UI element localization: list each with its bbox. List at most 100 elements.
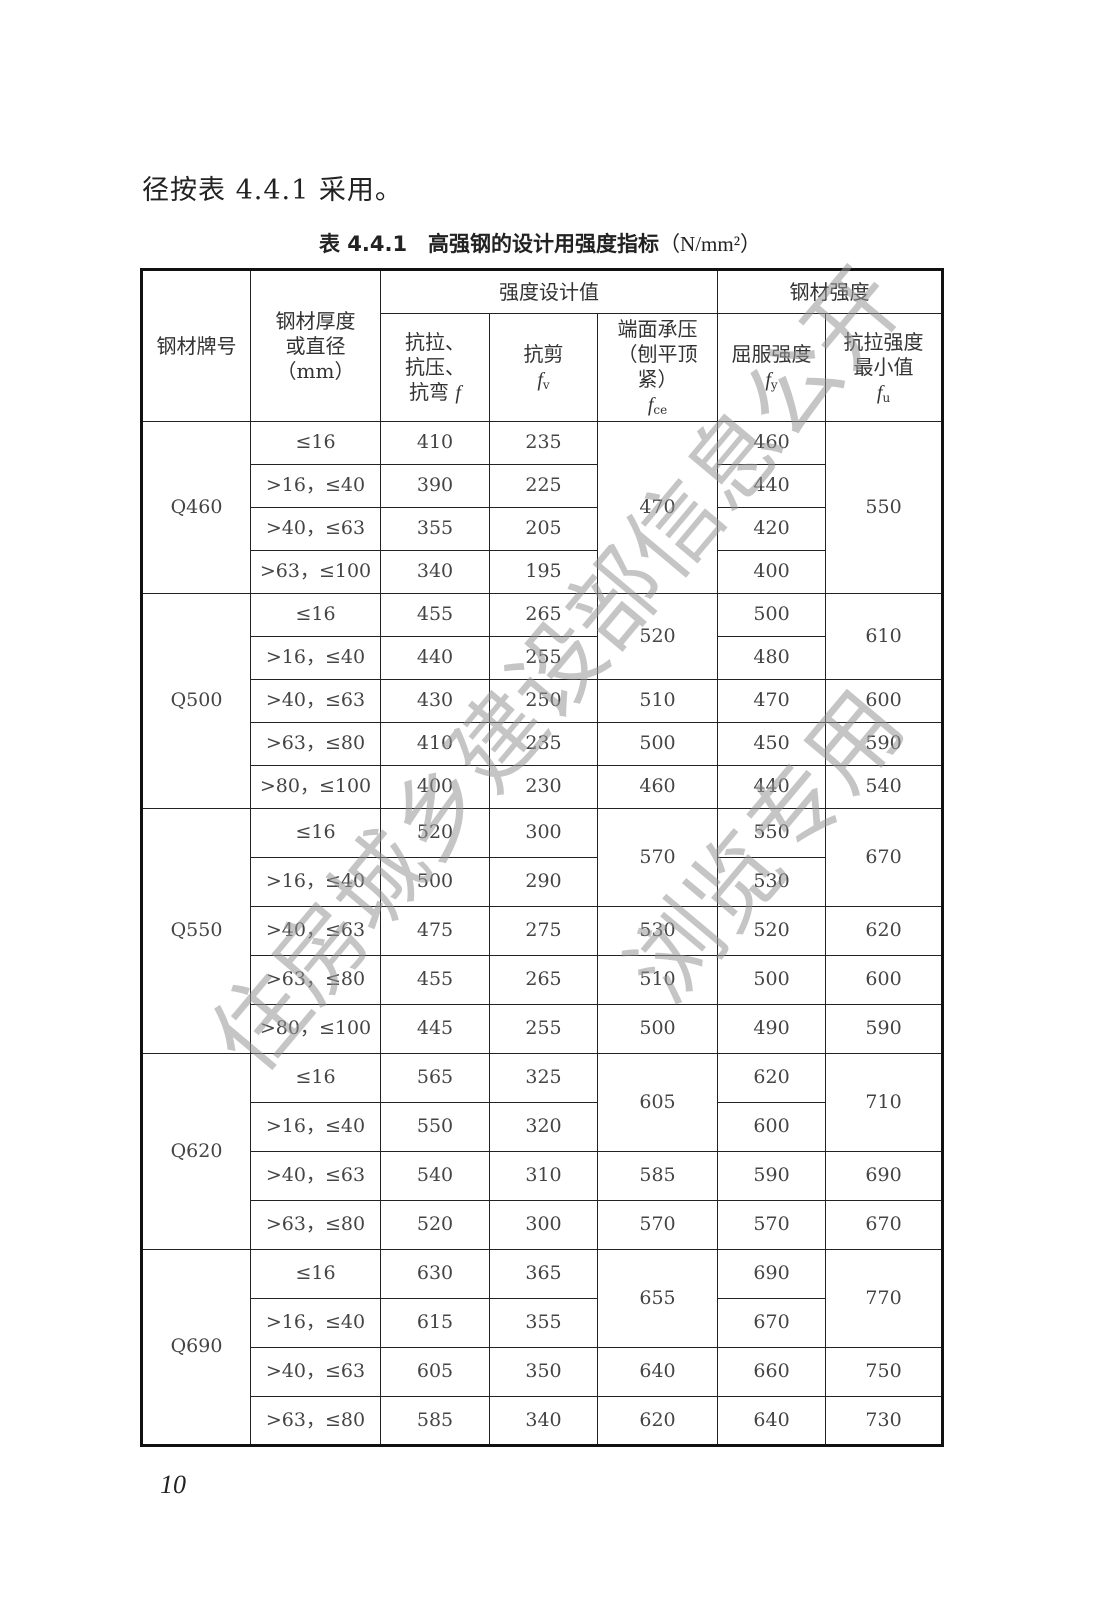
caption-unit: （N/mm²） [659,232,762,256]
intro-text: 径按表 4.4.1 采用。 [142,175,403,206]
fu-cell: 610 [825,593,944,680]
table-row: >63，≤80 455 265 510 500 600 [142,955,944,1005]
fv-cell: 195 [489,550,598,594]
caption-title: 表 4.4.1 高强钢的设计用强度指标 [318,232,660,256]
f-cell: 615 [380,1298,490,1348]
fv-cell: 275 [489,906,598,956]
table-row: >63，≤100 340 195 400 [142,550,943,594]
f-cell: 430 [380,679,490,723]
thickness-cell: >16，≤40 [250,857,381,907]
fy-cell: 460 [717,421,827,465]
fy-cell: 520 [717,906,827,956]
table-row: >63，≤80 585 340 620 640 730 [142,1396,944,1446]
thickness-cell: >40，≤63 [250,1151,381,1201]
table-row: >80，≤100 400 230 460 440 540 [142,765,944,809]
f-cell: 400 [380,765,490,809]
fce-cell: 585 [596,1151,719,1201]
fv-cell: 255 [489,636,598,680]
table-row: >16，≤40 390 225 440 [142,464,943,508]
fy-cell: 570 [717,1200,827,1250]
f-cell: 355 [380,507,490,551]
table-row: >40，≤63 475 275 530 520 620 [142,906,944,956]
fy-cell: 640 [717,1396,827,1446]
fce-cell: 530 [596,906,719,956]
fv-cell: 320 [489,1102,598,1152]
fy-cell: 450 [717,722,827,766]
fy-cell: 500 [717,593,827,637]
fy-cell: 500 [717,955,827,1005]
fce-cell: 605 [596,1053,719,1152]
fv-cell: 255 [489,1004,598,1054]
grade-cell: Q460 [141,421,251,594]
fu-cell: 670 [825,808,944,907]
fu-cell: 620 [825,906,944,956]
thickness-cell: >16，≤40 [250,1298,381,1348]
fv-cell: 235 [489,421,598,465]
header-fv: 抗剪 fv [489,313,598,422]
thickness-cell: >80，≤100 [250,1004,381,1054]
fce-cell: 510 [596,955,719,1005]
thickness-cell: >63，≤100 [250,550,381,594]
fy-cell: 670 [717,1298,827,1348]
fce-cell: 500 [596,722,719,766]
thickness-cell: ≤16 [250,593,381,637]
fv-cell: 230 [489,765,598,809]
fy-cell: 550 [717,808,827,858]
fce-cell: 500 [596,1004,719,1054]
grade-cell: Q550 [141,808,251,1054]
grade-cell: Q690 [141,1249,251,1446]
fv-cell: 250 [489,679,598,723]
fce-cell: 655 [596,1249,719,1348]
fce-cell: 620 [596,1396,719,1446]
thickness-cell: ≤16 [250,1249,381,1299]
header-fy: 屈服强度 fy [717,313,827,422]
thickness-cell: >40，≤63 [250,1347,381,1397]
table-row: >40，≤63 430 250 510 470 600 [142,679,944,723]
table-row: >16，≤40 440 255 480 [142,636,943,680]
fy-cell: 620 [717,1053,827,1103]
header-grade: 钢材牌号 [141,269,251,422]
fu-cell: 710 [825,1053,944,1152]
fv-cell: 300 [489,808,598,858]
fv-cell: 265 [489,593,598,637]
thickness-cell: >40，≤63 [250,906,381,956]
thickness-cell: >63，≤80 [250,1396,381,1446]
fu-cell: 690 [825,1151,944,1201]
fce-cell: 510 [596,679,719,723]
header-f: 抗拉、 抗压、 抗弯 f [380,313,490,422]
fy-cell: 660 [717,1347,827,1397]
thickness-cell: >16，≤40 [250,464,381,508]
fy-cell: 440 [717,765,827,809]
fy-cell: 480 [717,636,827,680]
fv-cell: 350 [489,1347,598,1397]
fv-cell: 325 [489,1053,598,1103]
fu-cell: 590 [825,1004,944,1054]
f-cell: 520 [380,808,490,858]
table-row: >80，≤100 445 255 500 490 590 [142,1004,944,1054]
fy-cell: 440 [717,464,827,508]
thickness-cell: ≤16 [250,421,381,465]
table-row: >40，≤63 355 205 420 [142,507,943,551]
fv-cell: 355 [489,1298,598,1348]
table-row: Q550 ≤16 520 300 570 550 670 [141,808,944,1054]
thickness-cell: >40，≤63 [250,679,381,723]
table-row: >16，≤40 615 355 670 [142,1298,943,1348]
fy-cell: 470 [717,679,827,723]
fy-cell: 530 [717,857,827,907]
f-cell: 440 [380,636,490,680]
fu-cell: 750 [825,1347,944,1397]
fy-cell: 590 [717,1151,827,1201]
f-cell: 445 [380,1004,490,1054]
fu-cell: 670 [825,1200,944,1250]
fu-cell: 600 [825,679,944,723]
fv-cell: 265 [489,955,598,1005]
fv-cell: 300 [489,1200,598,1250]
fy-cell: 490 [717,1004,827,1054]
f-cell: 500 [380,857,490,907]
header-thickness: 钢材厚度 或直径 （mm） [250,269,381,422]
grade-cell: Q620 [141,1053,251,1250]
f-cell: 550 [380,1102,490,1152]
fv-cell: 310 [489,1151,598,1201]
f-cell: 475 [380,906,490,956]
thickness-cell: ≤16 [250,808,381,858]
